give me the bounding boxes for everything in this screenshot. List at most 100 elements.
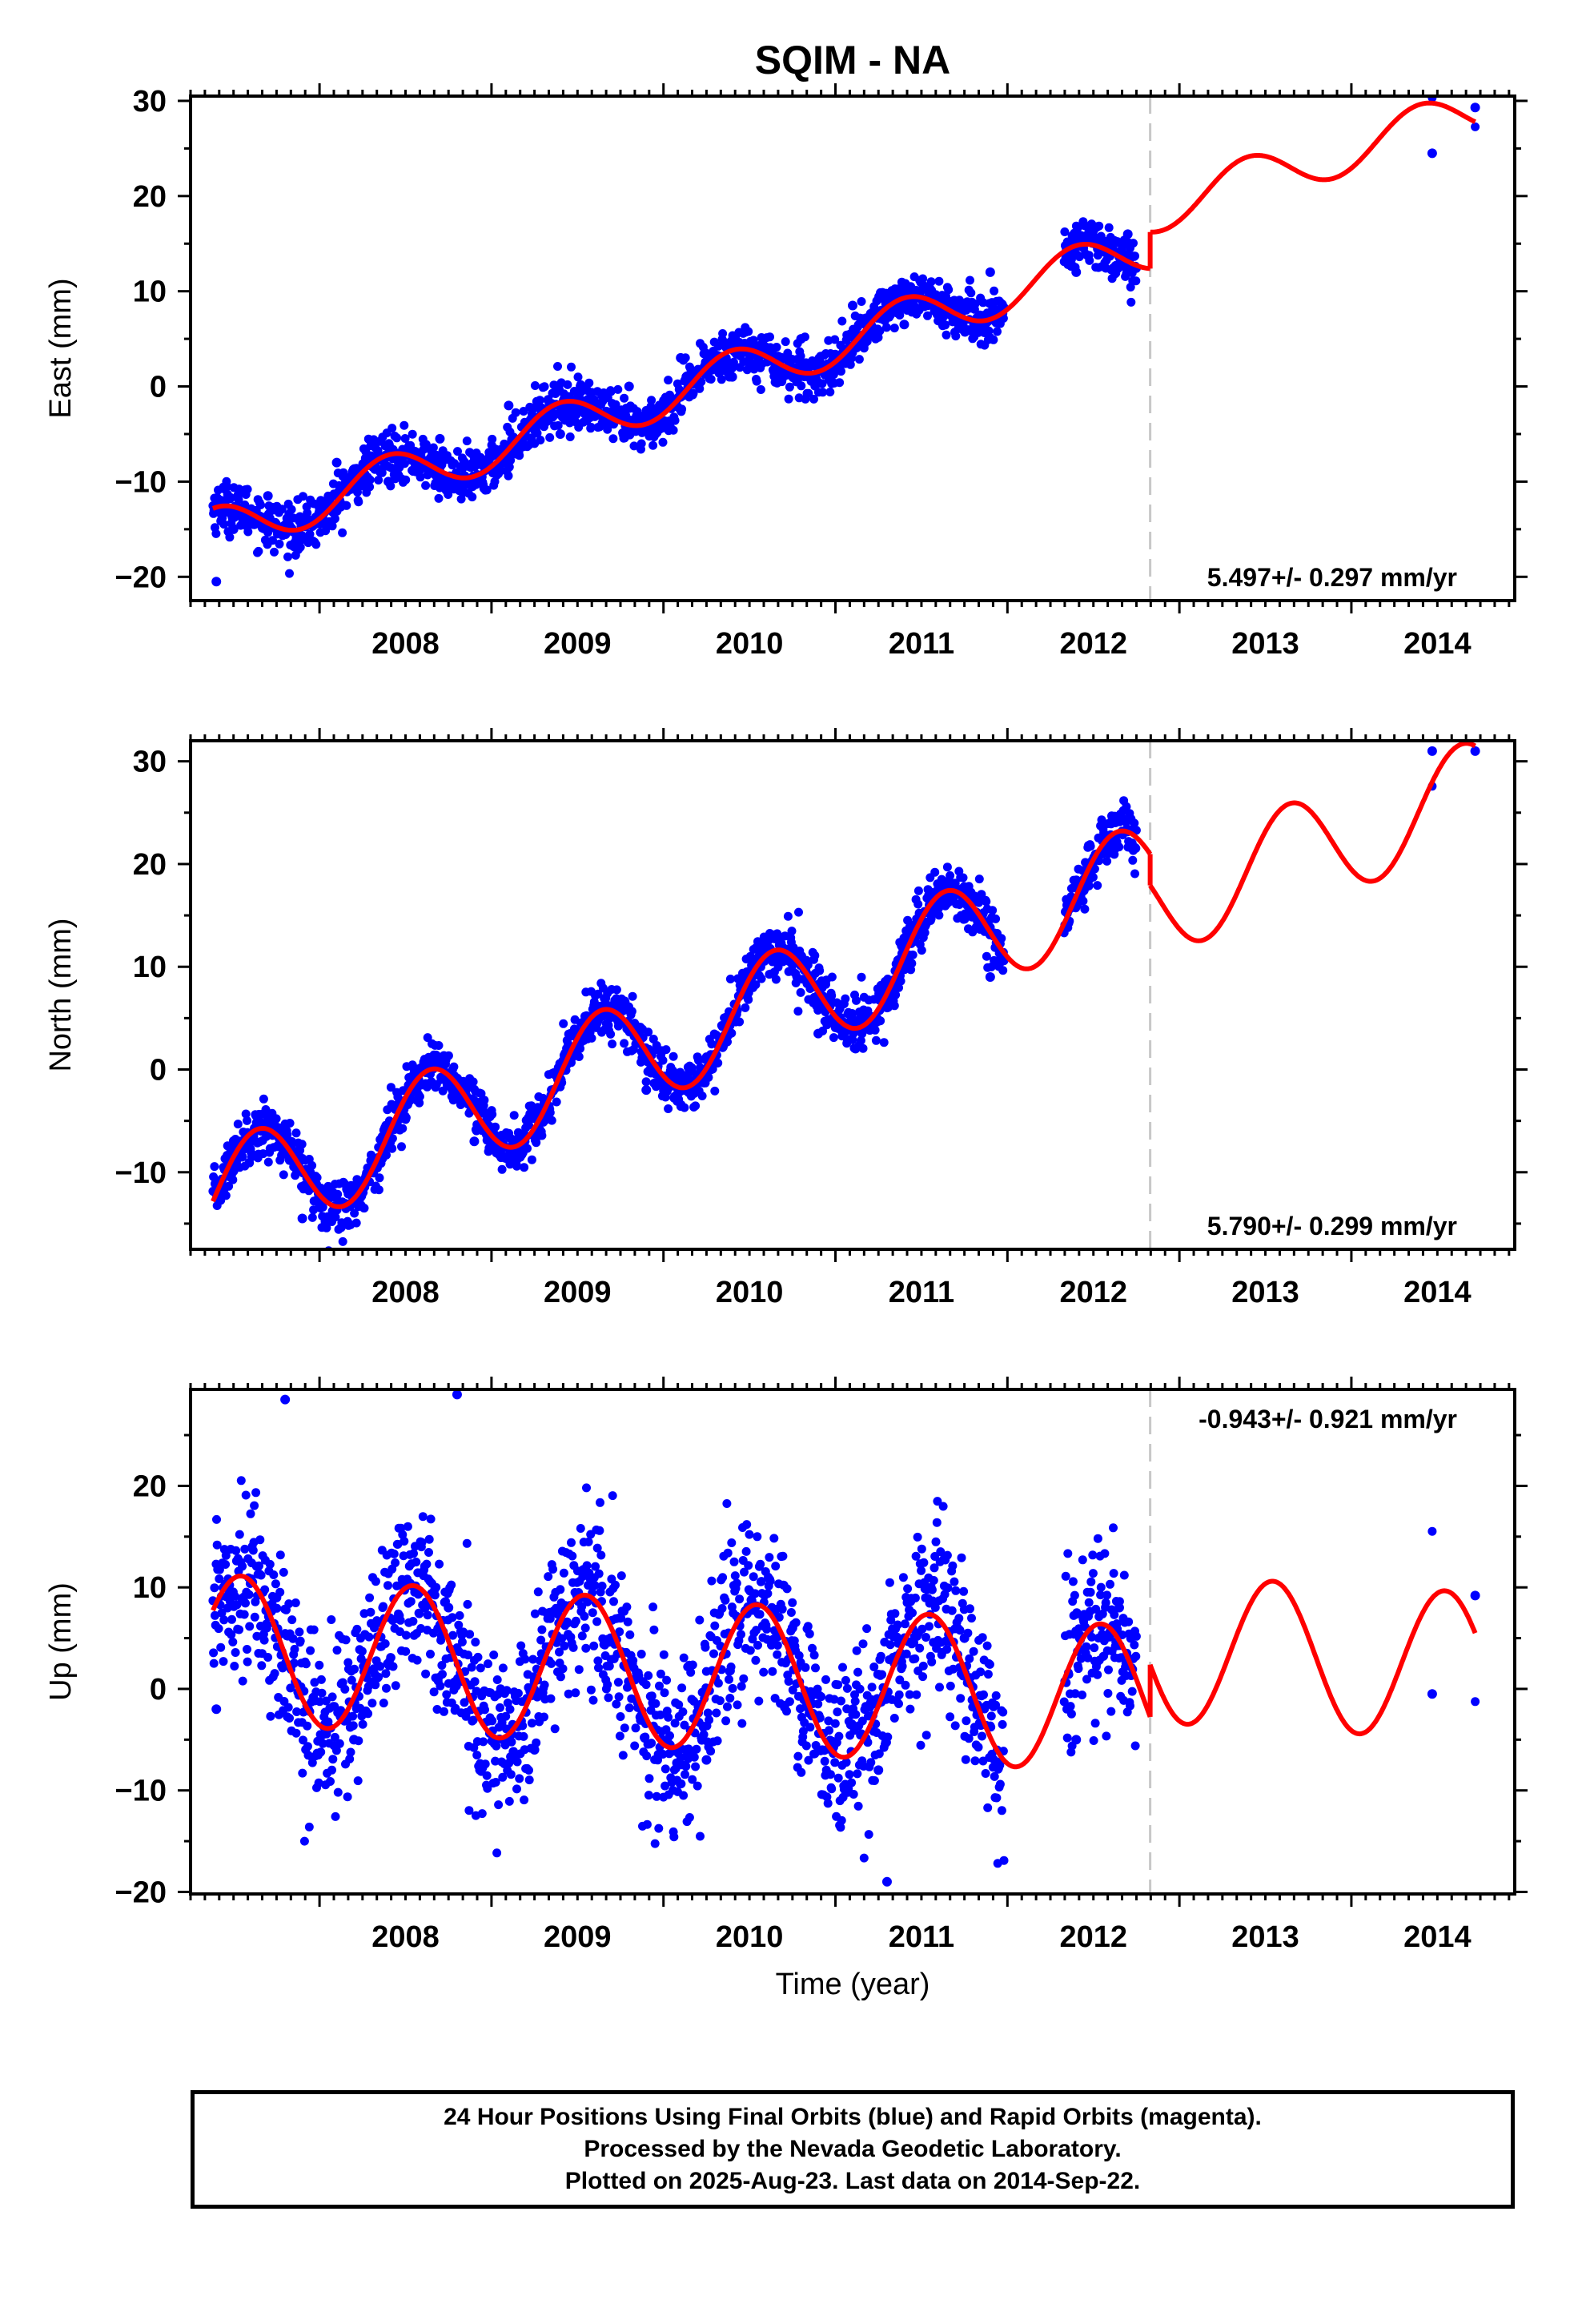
data-point: [798, 1727, 808, 1736]
data-point: [774, 1613, 784, 1622]
data-point: [982, 897, 991, 907]
data-point: [712, 1708, 721, 1718]
data-point: [677, 404, 687, 414]
data-point: [1073, 223, 1082, 232]
data-point: [520, 1655, 530, 1664]
data-point: [641, 1085, 652, 1096]
data-point: [693, 1781, 702, 1791]
data-point: [506, 456, 516, 465]
data-point: [665, 1731, 674, 1740]
data-point: [241, 1109, 251, 1119]
data-point: [238, 1562, 247, 1571]
data-point: [288, 1634, 298, 1643]
data-point: [606, 387, 616, 396]
data-point: [519, 1731, 528, 1741]
data-point: [809, 1651, 819, 1660]
data-point: [291, 1128, 301, 1138]
data-point: [723, 1548, 733, 1558]
data-point: [318, 1739, 327, 1748]
data-point: [256, 501, 265, 509]
data-point: [342, 501, 351, 510]
data-point: [263, 1653, 273, 1662]
data-point: [254, 546, 263, 556]
x-tick-label: 2008: [371, 627, 440, 661]
data-point: [512, 1757, 522, 1767]
data-point: [227, 1630, 236, 1639]
data-point: [415, 1098, 424, 1108]
data-point: [740, 1567, 749, 1577]
data-point: [401, 475, 411, 485]
data-point: [400, 434, 410, 443]
data-point: [1090, 864, 1099, 874]
data-point: [307, 1212, 317, 1222]
data-point: [624, 1703, 634, 1713]
data-point: [655, 1681, 664, 1691]
data-point: [817, 1692, 826, 1702]
data-point: [291, 1728, 301, 1738]
data-point: [648, 1602, 658, 1612]
data-point: [467, 1663, 476, 1672]
data-point: [468, 1715, 478, 1725]
observation-points: [208, 1389, 1480, 1887]
data-point: [401, 1630, 411, 1640]
data-point: [718, 329, 728, 338]
data-point: [440, 1707, 448, 1716]
data-point: [858, 1043, 868, 1053]
data-point: [1128, 855, 1138, 865]
data-point: [346, 1747, 355, 1757]
data-point: [629, 441, 639, 451]
data-point: [757, 974, 766, 983]
data-point: [805, 1723, 815, 1732]
data-point: [1130, 818, 1139, 828]
data-point: [654, 1823, 664, 1833]
data-point: [283, 1703, 293, 1712]
x-axis: 2008 2009 2010 2011 2012 2013 2014: [189, 83, 1511, 661]
data-point: [604, 1693, 613, 1703]
data-point: [1088, 872, 1098, 882]
data-point: [416, 472, 425, 482]
data-point: [309, 1625, 319, 1634]
data-point: [636, 439, 646, 448]
data-point: [985, 267, 995, 277]
y-tick-label: −10: [115, 465, 167, 499]
data-point: [210, 1583, 219, 1593]
data-point: [520, 1795, 529, 1805]
data-point: [387, 1144, 397, 1153]
x-tick-label: 2014: [1403, 627, 1472, 661]
data-point: [415, 1609, 424, 1618]
data-point: [331, 1212, 340, 1222]
data-point: [732, 1578, 741, 1588]
data-point: [752, 376, 761, 386]
data-point: [737, 1719, 747, 1728]
data-point: [827, 972, 837, 982]
data-point: [809, 394, 818, 404]
data-point: [974, 875, 984, 884]
data-point: [305, 529, 315, 539]
data-point: [225, 533, 235, 542]
data-point: [611, 1580, 620, 1590]
data-point: [652, 1791, 661, 1801]
data-point: [934, 276, 944, 286]
data-point: [283, 552, 292, 561]
data-point: [966, 288, 976, 298]
data-point: [285, 1714, 294, 1723]
data-point: [509, 1111, 519, 1120]
data-point: [769, 1534, 779, 1543]
data-point: [418, 1512, 428, 1522]
data-point: [553, 362, 562, 371]
data-point: [1086, 842, 1095, 851]
data-point: [315, 1660, 324, 1670]
data-point: [235, 1625, 244, 1634]
data-point: [536, 436, 545, 444]
data-point: [737, 1682, 746, 1691]
data-point: [287, 505, 296, 514]
data-point: [231, 1648, 240, 1657]
data-point: [958, 873, 968, 883]
data-point: [984, 326, 994, 336]
data-point: [644, 1791, 653, 1800]
data-point: [299, 492, 307, 501]
data-point: [942, 330, 951, 340]
data-point: [786, 1608, 796, 1617]
data-point: [591, 1562, 600, 1571]
data-point: [558, 1664, 568, 1674]
